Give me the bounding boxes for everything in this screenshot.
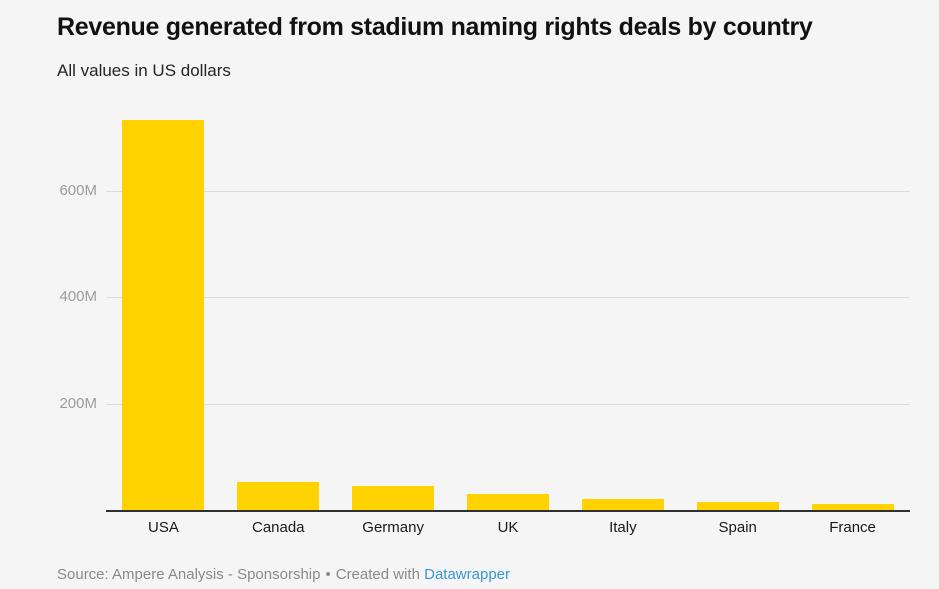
- x-axis-line: [106, 510, 910, 512]
- y-axis-tick-label: 400M: [59, 288, 97, 306]
- category-label-usa: USA: [148, 519, 179, 536]
- y-axis-tick-label: 200M: [59, 395, 97, 413]
- category-label-france: France: [829, 519, 876, 536]
- category-label-spain: Spain: [718, 519, 757, 536]
- chart-title: Revenue generated from stadium naming ri…: [57, 13, 813, 41]
- footer-separator: •: [325, 566, 331, 583]
- bar-canada[interactable]: [237, 481, 320, 511]
- source-text: Source: Ampere Analysis - Sponsorship: [57, 566, 321, 583]
- plot-area: 200M 400M 600M USA Canada Germany UK Italy Spain…: [59, 120, 910, 536]
- category-label-germany: Germany: [362, 519, 424, 536]
- gridline: [106, 404, 910, 406]
- datawrapper-link[interactable]: Datawrapper: [424, 566, 511, 583]
- bar-spain[interactable]: [696, 502, 779, 511]
- bar-usa[interactable]: [122, 120, 205, 511]
- gridline: [106, 297, 910, 299]
- bar-france[interactable]: [811, 504, 894, 511]
- category-label-canada: Canada: [251, 519, 305, 536]
- chart-subtitle: All values in US dollars: [57, 61, 231, 80]
- bar-germany[interactable]: [352, 485, 435, 511]
- created-with-text: Created with: [335, 566, 420, 583]
- bar-uk[interactable]: [467, 493, 549, 511]
- y-axis-tick-label: 600M: [59, 181, 97, 199]
- bar-italy[interactable]: [581, 498, 664, 511]
- chart-footer: Source: Ampere Analysis - Sponsorship • Cr…: [57, 566, 510, 583]
- gridline: [106, 190, 910, 192]
- category-label-italy: Italy: [609, 519, 637, 536]
- category-label-uk: UK: [497, 519, 519, 536]
